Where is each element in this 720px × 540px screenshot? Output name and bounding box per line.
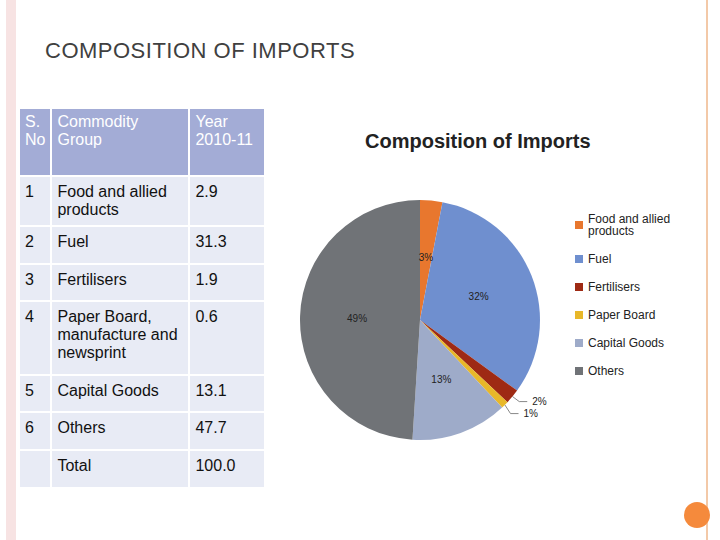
svg-text:32%: 32% [469, 291, 489, 302]
html-text:Paper Board, manufacture and n: Paper Board, manufacture and newsprint [57, 308, 178, 361]
html-text:S. No: S. No [25, 113, 46, 148]
svg-text:49%: 49% [347, 313, 367, 324]
svg-text:Fuel: Fuel [588, 252, 611, 266]
html-text:31.3: 31.3 [195, 233, 227, 250]
html-text:1.9: 1.9 [195, 271, 218, 288]
html-text:Fuel: Fuel [57, 233, 89, 250]
svg-text:Capital Goods: Capital Goods [588, 336, 664, 350]
html-text:4: 4 [25, 308, 34, 325]
svg-text:13%: 13% [431, 374, 451, 385]
svg-text:Food and allied: Food and allied [588, 212, 674, 226]
svg-text:Composition of Imports: Composition of Imports [365, 130, 591, 152]
html-text:Capital Goods: Capital Goods [57, 382, 159, 399]
svg-text:1%: 1% [524, 408, 539, 419]
html-text:100.0: 100.0 [195, 457, 236, 474]
html-text:3: 3 [25, 271, 34, 288]
html-text:Total: Total [57, 457, 92, 474]
html-text:0.6: 0.6 [195, 308, 218, 325]
svg-text:2%: 2% [532, 396, 547, 407]
html-text:COMPOSITION OF IMPORTS: COMPOSITION OF IMPORTS [45, 38, 356, 63]
html-text:5: 5 [25, 382, 34, 399]
html-text:Fertilisers: Fertilisers [57, 271, 127, 288]
svg-text:Fertilisers: Fertilisers [588, 280, 640, 294]
html-text:Food and allied products: Food and allied products [57, 183, 167, 218]
html-text:6: 6 [25, 419, 34, 436]
html-text:13.1: 13.1 [195, 382, 227, 399]
html-text:1: 1 [25, 183, 34, 200]
html-text:Commodity Group: Commodity Group [57, 113, 139, 148]
svg-text:products: products [588, 224, 634, 238]
html-text:2.9: 2.9 [195, 183, 218, 200]
svg-text:Others: Others [588, 364, 624, 378]
svg-text:3%: 3% [419, 252, 434, 263]
html-text:Year 2010-11: Year 2010-11 [195, 113, 253, 148]
html-text:2: 2 [25, 233, 34, 250]
svg-text:Paper Board: Paper Board [588, 308, 655, 322]
html-text:Others: Others [57, 419, 106, 436]
html-text:47.7: 47.7 [195, 419, 227, 436]
